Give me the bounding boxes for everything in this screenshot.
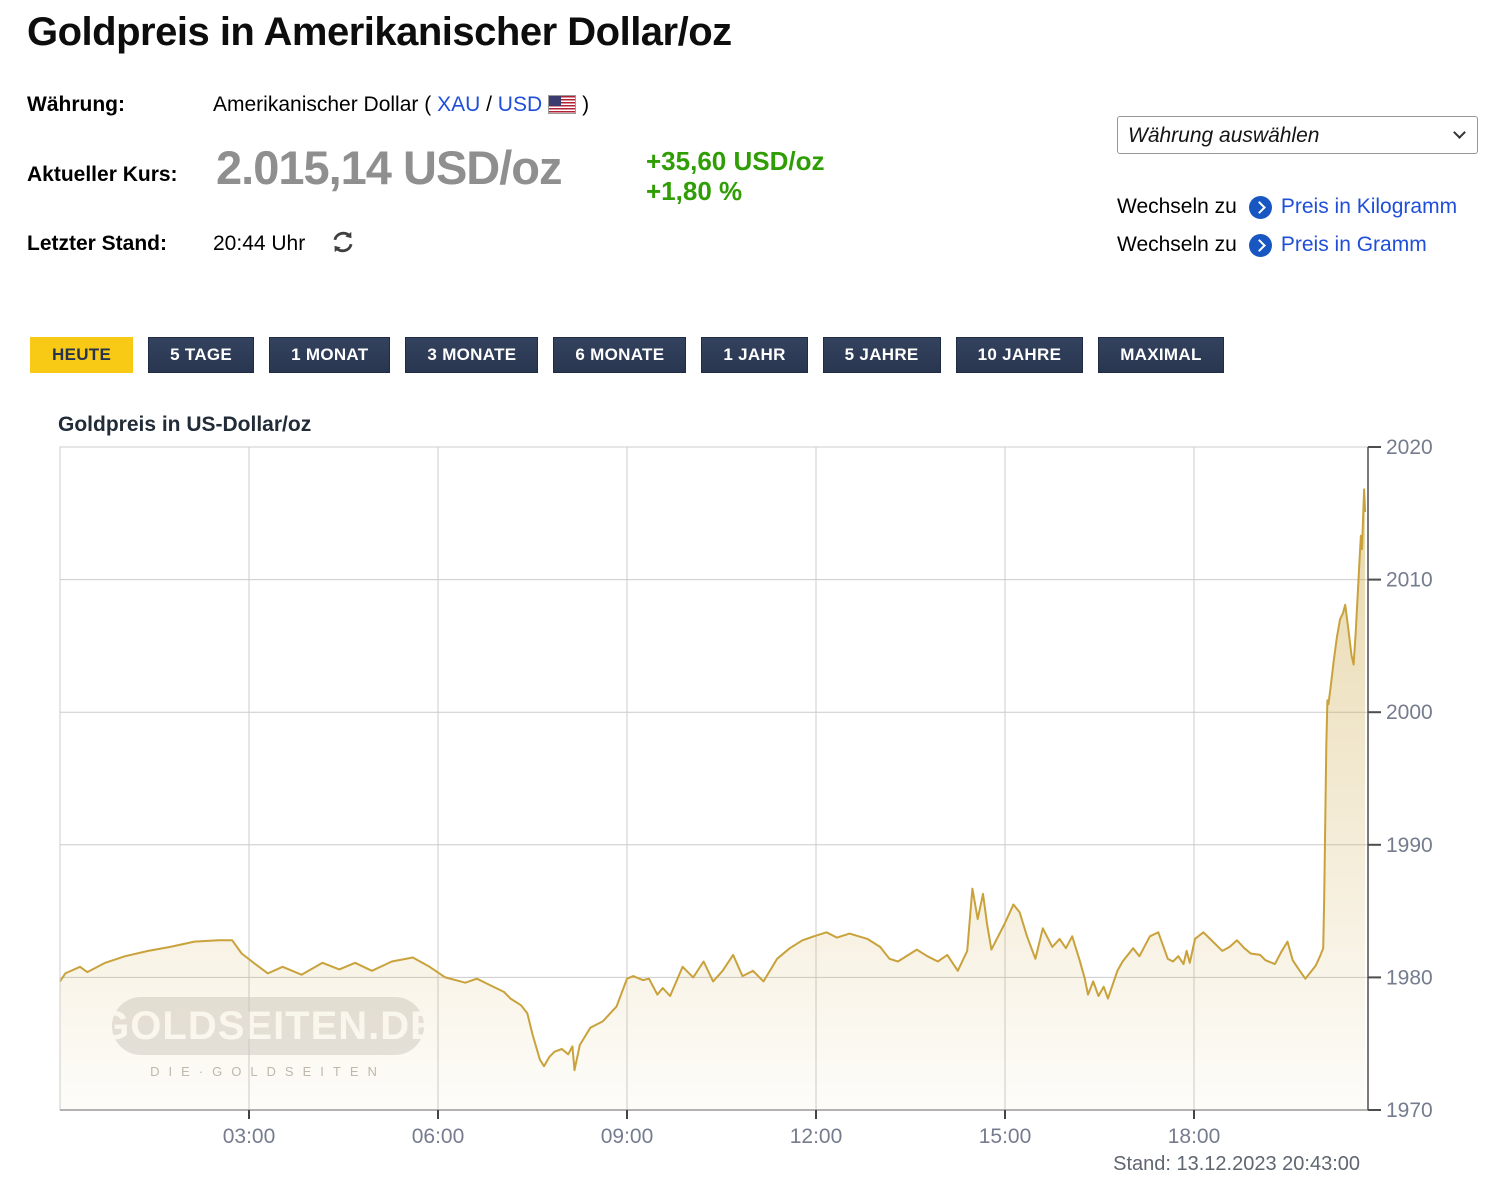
tab-maximal[interactable]: MAXIMAL <box>1098 337 1224 373</box>
us-flag-icon <box>548 95 577 114</box>
price-line <box>59 488 1367 1072</box>
tab-heute[interactable]: HEUTE <box>30 337 134 373</box>
x-tick-label: 09:00 <box>601 1125 654 1148</box>
usd-link[interactable]: USD <box>497 93 543 116</box>
xau-link[interactable]: XAU <box>437 93 481 116</box>
tab-1-monat[interactable]: 1 MONAT <box>269 337 391 373</box>
price-in-gram-link[interactable]: Preis in Gramm <box>1280 233 1427 256</box>
gold-price-chart: Goldpreis in US-Dollar/oz GOLDSEITEN.DE … <box>0 400 1503 1200</box>
y-tick-label: 2010 <box>1386 569 1433 592</box>
last-update-value: 20:44 Uhr <box>213 232 306 255</box>
currency-select-wrap: Währung auswählen <box>1117 116 1478 154</box>
price-in-kilogram-link[interactable]: Preis in Kilogramm <box>1280 195 1458 218</box>
y-tick-label: 1970 <box>1386 1099 1433 1122</box>
page-title: Goldpreis in Amerikanischer Dollar/oz <box>27 10 732 54</box>
time-range-tabs: HEUTE 5 TAGE 1 MONAT 3 MONATE 6 MONATE 1 JAHR… <box>30 337 1224 373</box>
currency-value-prefix: Amerikanischer Dollar ( <box>213 93 432 116</box>
y-tick-label: 2000 <box>1386 701 1433 724</box>
currency-select[interactable]: Währung auswählen <box>1117 116 1478 154</box>
currency-value: Amerikanischer Dollar ( XAU / USD) <box>213 93 589 117</box>
tab-3-monate[interactable]: 3 MONATE <box>405 337 539 373</box>
last-update-label: Letzter Stand: <box>27 232 168 255</box>
x-tick-label: 18:00 <box>1168 1125 1221 1148</box>
tab-5-jahre[interactable]: 5 JAHRE <box>822 337 941 373</box>
current-price-label: Aktueller Kurs: <box>27 163 178 186</box>
chevron-right-circle-icon[interactable] <box>1248 195 1272 219</box>
tab-5-tage[interactable]: 5 TAGE <box>148 337 255 373</box>
x-tick-label: 03:00 <box>223 1125 276 1148</box>
currency-row: Währung: Amerikanischer Dollar ( XAU / U… <box>27 93 827 117</box>
chart-timestamp: Stand: 13.12.2023 20:43:00 <box>1113 1153 1360 1175</box>
price-change-percent: +1,80 % <box>646 176 743 206</box>
currency-value-suffix: ) <box>582 93 590 116</box>
chevron-right-circle-icon[interactable] <box>1248 233 1272 257</box>
y-tick-label: 2020 <box>1386 436 1433 459</box>
tab-1-jahr[interactable]: 1 JAHR <box>701 337 808 373</box>
tab-6-monate[interactable]: 6 MONATE <box>553 337 687 373</box>
price-change: +35,60 USD/oz +1,80 % <box>646 146 824 206</box>
switch-to-kilogram-row: Wechseln zu Preis in Kilogramm <box>1117 194 1497 220</box>
x-tick-label: 06:00 <box>412 1125 465 1148</box>
current-price-value: 2.015,14 USD/oz <box>216 141 563 194</box>
x-tick-label: 15:00 <box>979 1125 1032 1148</box>
chart-title: Goldpreis in US-Dollar/oz <box>58 413 312 436</box>
x-tick-label: 12:00 <box>790 1125 843 1148</box>
switch-label: Wechseln zu <box>1117 233 1237 256</box>
price-change-absolute: +35,60 USD/oz <box>646 146 825 176</box>
refresh-button[interactable] <box>330 229 356 255</box>
currency-separator: / <box>486 93 492 116</box>
price-area <box>60 489 1366 1110</box>
switch-to-gram-row: Wechseln zu Preis in Gramm <box>1117 232 1497 258</box>
chart-plot[interactable]: 1970 1980 1990 2000 2010 2020 03:00 06:00 09:00 1… <box>0 400 1503 1200</box>
currency-label: Währung: <box>27 93 125 116</box>
y-tick-label: 1990 <box>1386 834 1433 857</box>
tab-10-jahre[interactable]: 10 JAHRE <box>955 337 1084 373</box>
y-tick-label: 1980 <box>1386 966 1433 989</box>
switch-label: Wechseln zu <box>1117 195 1237 218</box>
refresh-icon <box>333 231 353 253</box>
